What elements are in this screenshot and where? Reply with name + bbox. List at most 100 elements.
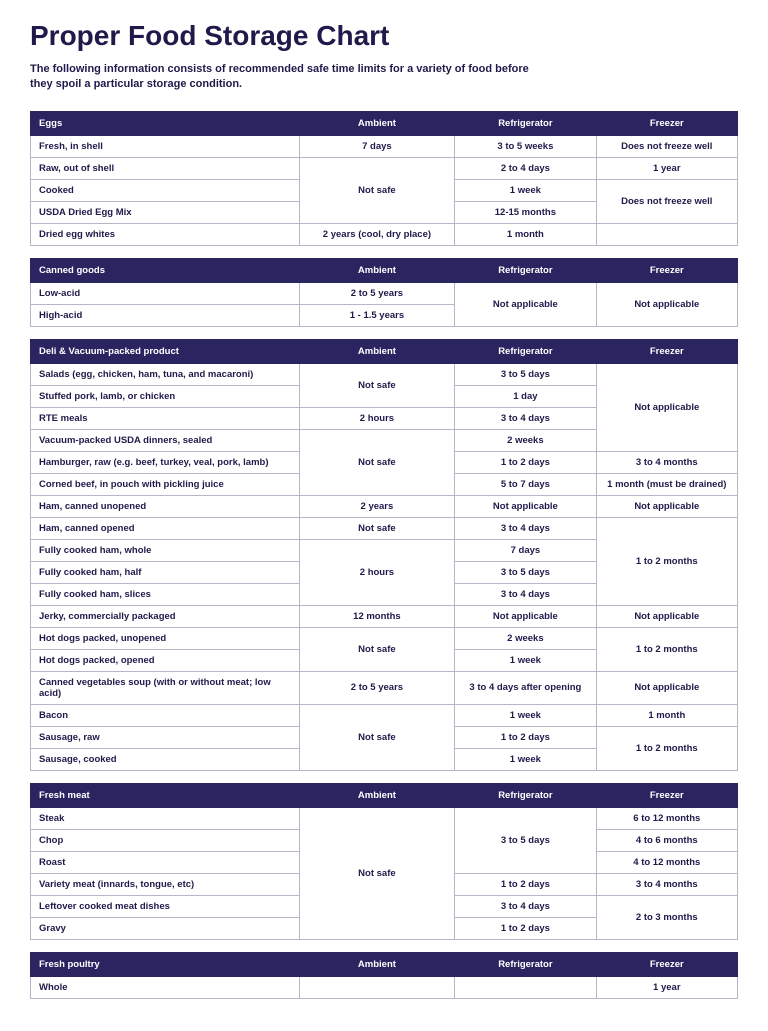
item-label: Variety meat (innards, tongue, etc) [31,873,300,895]
ambient-cell: 1 - 1.5 years [299,304,455,326]
column-header: Refrigerator [455,952,596,976]
ambient-cell: Not safe [299,627,455,671]
ambient-cell: Not safe [299,429,455,495]
table-row: Salads (egg, chicken, ham, tuna, and mac… [31,363,738,385]
item-label: Sausage, raw [31,726,300,748]
freezer-cell: 1 year [596,976,737,998]
column-header: Freezer [596,952,737,976]
table-row: Fresh, in shell7 days3 to 5 weeksDoes no… [31,135,738,157]
item-label: Ham, canned unopened [31,495,300,517]
freezer-cell: 1 to 2 months [596,517,737,605]
item-label: Roast [31,851,300,873]
item-label: Ham, canned opened [31,517,300,539]
refrigerator-cell: Not applicable [455,495,596,517]
refrigerator-cell [455,976,596,998]
freezer-cell: 1 month [596,704,737,726]
table-row: Raw, out of shellNot safe2 to 4 days1 ye… [31,157,738,179]
freezer-cell: Not applicable [596,605,737,627]
refrigerator-cell: 3 to 4 days after opening [455,671,596,704]
item-label: Whole [31,976,300,998]
table-row: SteakNot safe3 to 5 days6 to 12 months [31,807,738,829]
freezer-cell: Does not freeze well [596,135,737,157]
item-label: Sausage, cooked [31,748,300,770]
ambient-cell: 2 to 5 years [299,671,455,704]
item-label: Salads (egg, chicken, ham, tuna, and mac… [31,363,300,385]
item-label: RTE meals [31,407,300,429]
refrigerator-cell: 1 to 2 days [455,451,596,473]
item-label: Hot dogs packed, unopened [31,627,300,649]
column-header: Refrigerator [455,258,596,282]
column-header: Refrigerator [455,111,596,135]
refrigerator-cell: 7 days [455,539,596,561]
column-header: Ambient [299,952,455,976]
table-row: Hot dogs packed, unopenedNot safe2 weeks… [31,627,738,649]
table-row: Jerky, commercially packaged12 months Not… [31,605,738,627]
refrigerator-cell: 1 to 2 days [455,726,596,748]
item-label: Hamburger, raw (e.g. beef, turkey, veal,… [31,451,300,473]
table-row: Canned vegetables soup (with or without … [31,671,738,704]
refrigerator-cell: 3 to 4 days [455,517,596,539]
freezer-cell: 4 to 6 months [596,829,737,851]
freezer-cell: 6 to 12 months [596,807,737,829]
column-header: Ambient [299,258,455,282]
section-header: Eggs [31,111,300,135]
table-row: Whole 1 year [31,976,738,998]
storage-table: Deli & Vacuum-packed productAmbientRefri… [30,339,738,771]
refrigerator-cell: 1 week [455,179,596,201]
item-label: Canned vegetables soup (with or without … [31,671,300,704]
column-header: Refrigerator [455,339,596,363]
ambient-cell: Not safe [299,517,455,539]
item-label: Raw, out of shell [31,157,300,179]
refrigerator-cell: 3 to 4 days [455,583,596,605]
ambient-cell: 2 to 5 years [299,282,455,304]
freezer-cell: Does not freeze well [596,179,737,223]
storage-table: Fresh meatAmbientRefrigeratorFreezerStea… [30,783,738,940]
refrigerator-cell: 3 to 4 days [455,895,596,917]
freezer-cell: 3 to 4 months [596,451,737,473]
section-header: Fresh meat [31,783,300,807]
item-label: USDA Dried Egg Mix [31,201,300,223]
freezer-cell: 2 to 3 months [596,895,737,939]
ambient-cell: 2 hours [299,539,455,605]
ambient-cell: 7 days [299,135,455,157]
table-row: Ham, canned openedNot safe3 to 4 days1 t… [31,517,738,539]
column-header: Ambient [299,783,455,807]
item-label: Jerky, commercially packaged [31,605,300,627]
item-label: Cooked [31,179,300,201]
item-label: Leftover cooked meat dishes [31,895,300,917]
refrigerator-cell: 3 to 5 weeks [455,135,596,157]
refrigerator-cell: 2 weeks [455,429,596,451]
refrigerator-cell: 1 to 2 days [455,873,596,895]
item-label: Chop [31,829,300,851]
storage-table: Fresh poultryAmbientRefrigeratorFreezerW… [30,952,738,999]
ambient-cell: Not safe [299,807,455,939]
page-title: Proper Food Storage Chart [30,20,738,52]
item-label: Fully cooked ham, slices [31,583,300,605]
freezer-cell: 1 to 2 months [596,627,737,671]
column-header: Ambient [299,339,455,363]
freezer-cell: Not applicable [596,495,737,517]
section-header: Fresh poultry [31,952,300,976]
item-label: Fully cooked ham, whole [31,539,300,561]
item-label: Hot dogs packed, opened [31,649,300,671]
page-subtitle: The following information consists of re… [30,62,550,93]
column-header: Freezer [596,111,737,135]
refrigerator-cell: 3 to 4 days [455,407,596,429]
refrigerator-cell: 12-15 months [455,201,596,223]
ambient-cell: Not safe [299,363,455,407]
item-label: Gravy [31,917,300,939]
refrigerator-cell: 3 to 5 days [455,807,596,873]
ambient-cell [299,976,455,998]
item-label: Vacuum-packed USDA dinners, sealed [31,429,300,451]
storage-table: Canned goodsAmbientRefrigeratorFreezerLo… [30,258,738,327]
ambient-cell: 12 months [299,605,455,627]
tables-container: EggsAmbientRefrigeratorFreezerFresh, in … [30,111,738,999]
item-label: Stuffed pork, lamb, or chicken [31,385,300,407]
item-label: High-acid [31,304,300,326]
table-row: Low-acid2 to 5 yearsNot applicableNot ap… [31,282,738,304]
ambient-cell: Not safe [299,157,455,223]
refrigerator-cell: 2 to 4 days [455,157,596,179]
refrigerator-cell: 2 weeks [455,627,596,649]
column-header: Freezer [596,339,737,363]
refrigerator-cell: 1 week [455,748,596,770]
